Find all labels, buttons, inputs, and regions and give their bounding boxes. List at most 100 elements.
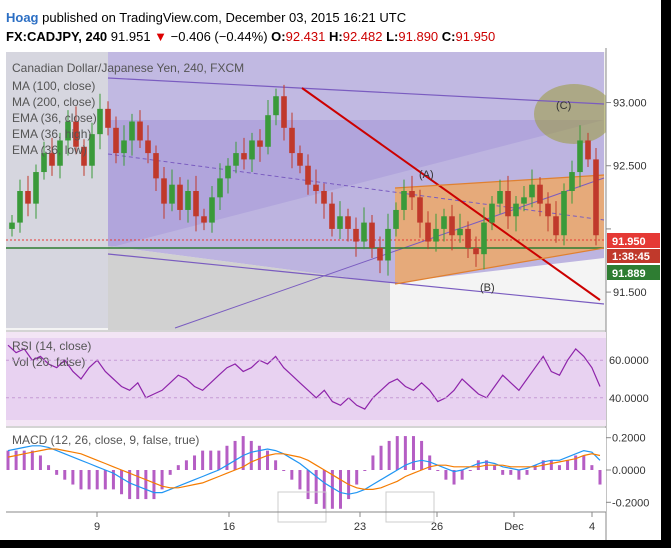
candle-body (273, 96, 279, 116)
high-value: 92.482 (342, 29, 383, 44)
candle-body (193, 191, 199, 217)
candle-body (249, 140, 255, 160)
macd-histogram-bar (371, 455, 375, 470)
candle-body (41, 153, 47, 173)
rsi-tick-label: 40.0000 (609, 393, 649, 405)
macd-tick-label: 0.0000 (612, 465, 646, 477)
lower-shade (108, 246, 390, 330)
macd-tick-label: 0.2000 (612, 433, 646, 445)
open-label: O: (271, 29, 286, 44)
candle-body (297, 153, 303, 166)
macd-histogram-bar (87, 470, 91, 490)
candle-body (521, 197, 527, 204)
price-change: −0.406 (−0.44%) (170, 29, 268, 44)
macd-histogram-bar (411, 436, 415, 470)
price-ticks: 91.500 92.500 93.000 (606, 98, 647, 299)
macd-histogram-bar (460, 470, 464, 480)
macd-histogram-bar (193, 455, 197, 470)
macd-histogram-bar (38, 455, 42, 470)
candle-body (17, 191, 23, 223)
candle-body (441, 216, 447, 229)
macd-histogram-bar (217, 450, 221, 470)
candle-body (593, 159, 599, 236)
macd-histogram-bar (152, 470, 156, 500)
macd-histogram-bar (241, 436, 245, 470)
macd-histogram-bar (168, 470, 172, 475)
down-arrow-icon: ▼ (154, 29, 168, 44)
macd-histogram-bar (525, 470, 529, 475)
candle-body (121, 140, 127, 154)
candle-body (529, 184, 535, 198)
symbol-label: FX:CADJPY, 240 (6, 29, 108, 44)
macd-histogram-bar (557, 465, 561, 470)
macd-histogram-bar (509, 470, 513, 475)
candle-body (513, 203, 519, 217)
candle-body (81, 146, 87, 166)
candle-body (489, 203, 495, 223)
candle-body (385, 228, 391, 261)
candle-body (265, 115, 271, 147)
price-axis-bg[interactable] (606, 48, 661, 540)
macd-histogram-bar (501, 470, 505, 475)
candle-body (97, 108, 103, 135)
macd-histogram-bar (233, 440, 237, 470)
macd-histogram-bar (566, 460, 570, 470)
macd-histogram-bar (314, 470, 318, 504)
legend-ema-low: EMA (36, low) (12, 143, 87, 157)
channel-lower-edge (394, 247, 605, 285)
candle-body (33, 172, 39, 204)
candle-body (473, 247, 479, 255)
price-tick-label: 91.500 (613, 287, 647, 299)
wave-a-label: (A) (419, 169, 434, 181)
channel-top-line (107, 77, 605, 105)
macd-histogram-bar (549, 460, 553, 470)
macd-histogram-bar (452, 470, 456, 485)
macd-histogram-bar (95, 470, 99, 490)
candle-body (345, 216, 351, 229)
macd-histogram-bar (63, 470, 67, 480)
candle-body (481, 222, 487, 255)
macd-histogram-bar (22, 450, 26, 470)
channel-mid-line (107, 153, 605, 221)
downtrend-line (301, 87, 601, 301)
time-tick-label: Dec (504, 521, 524, 533)
candle-body (393, 209, 399, 229)
chart-area: Canadian Dollar/Japanese Yen, 240, FXCM … (0, 48, 661, 540)
candle-body (9, 222, 15, 229)
macd-histogram-bar (420, 440, 424, 470)
macd-histogram-bar (468, 470, 472, 471)
candle-body (225, 165, 231, 179)
macd-histogram-bar (582, 455, 586, 470)
macd-histogram-bar (30, 450, 34, 470)
macd-histogram-bar (517, 470, 521, 480)
macd-histogram-bar (136, 470, 140, 500)
price-tick-label: 93.000 (613, 98, 647, 110)
macd-histogram-bar (444, 470, 448, 480)
candle-body (201, 216, 207, 223)
candle-body (105, 108, 111, 128)
candle-body (353, 228, 359, 242)
candle-body (313, 184, 319, 191)
rsi-tick-label: 60.0000 (609, 355, 649, 367)
candle-body (145, 140, 151, 154)
left-shade (6, 52, 108, 328)
candle-body (49, 153, 55, 166)
macd-histogram-bar (590, 465, 594, 470)
author-link[interactable]: Hoag (6, 10, 39, 25)
candle-body (425, 222, 431, 242)
low-value: 91.890 (398, 29, 439, 44)
candle-body (113, 127, 119, 154)
candles-group (9, 84, 599, 276)
candle-body (281, 96, 287, 128)
macd-histogram-bar (290, 470, 294, 480)
candle-body (217, 178, 223, 198)
macd-box-2 (385, 491, 435, 523)
macd-histogram-bar (574, 455, 578, 470)
candle-body (433, 228, 439, 242)
countdown-badge (607, 249, 660, 263)
macd-histogram-bar (298, 470, 302, 490)
macd-histogram-bar (71, 470, 75, 485)
high-label: H: (329, 29, 343, 44)
candle-body (25, 191, 31, 204)
candle-body (537, 184, 543, 204)
